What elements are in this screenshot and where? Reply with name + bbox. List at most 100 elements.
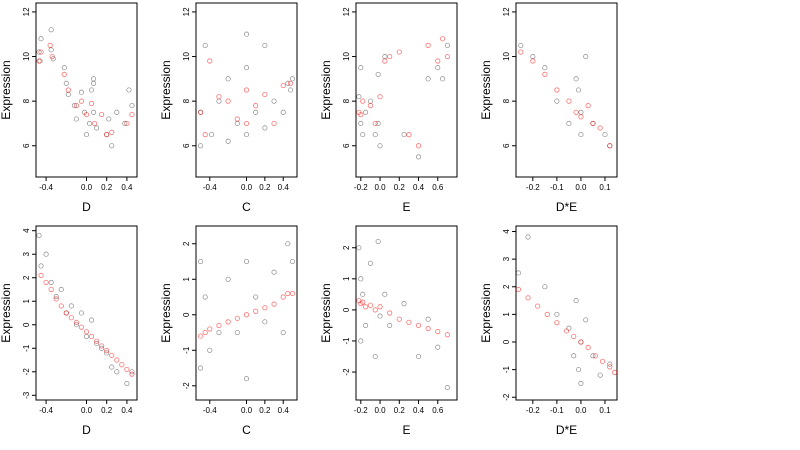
data-point-red [202, 132, 208, 138]
data-point-red [78, 98, 85, 104]
data-point-black [234, 329, 240, 336]
x-tick-label: 0.2 [394, 406, 406, 415]
y-tick-label: 6 [22, 143, 31, 148]
y-tick-label: 8 [22, 98, 31, 103]
data-point-black [360, 132, 366, 138]
points-layer [36, 232, 135, 387]
x-tick-label: 0.6 [432, 406, 444, 415]
data-point-red [207, 326, 213, 332]
x-tick-label: 0.4 [413, 406, 425, 415]
data-point-red [253, 308, 259, 314]
data-point-black [91, 80, 97, 86]
data-point-black [578, 109, 584, 115]
data-point-black [382, 291, 388, 297]
data-point-black [86, 120, 93, 127]
data-point-black [122, 120, 128, 127]
data-point-red [207, 58, 213, 64]
x-axis-label: C [242, 423, 251, 437]
data-point-black [202, 294, 208, 300]
data-point-red [271, 120, 277, 127]
x-tick-label: -0.4 [203, 183, 217, 192]
data-point-red [36, 58, 42, 64]
data-point-black [91, 109, 97, 115]
x-tick-label: 0.0 [575, 406, 587, 415]
data-point-red [253, 103, 259, 109]
data-point-black [583, 53, 589, 60]
y-tick-label: 4 [22, 228, 31, 233]
data-point-black [358, 276, 364, 282]
x-tick-label: -0.2 [354, 183, 368, 192]
data-point-red [94, 338, 100, 344]
data-point-red [367, 302, 374, 308]
data-point-red [53, 296, 59, 302]
data-point-red [289, 290, 296, 297]
data-point-red [38, 49, 44, 55]
data-point-black [372, 353, 378, 360]
data-point-red [119, 362, 125, 368]
panel-bottom-2: -0.4 0.0 0.2 0.4 -2 -1 0 1 2 C Expression [159, 225, 298, 437]
y-tick-label: 0 [342, 307, 351, 312]
data-point-black [566, 120, 572, 127]
data-point-red [216, 322, 222, 329]
data-point-red [530, 58, 536, 64]
data-point-black [114, 369, 120, 375]
data-point-black [375, 238, 381, 245]
y-tick-label: 12 [342, 7, 351, 16]
data-point-black [198, 365, 204, 371]
x-tick-label: 0.4 [278, 406, 290, 415]
data-point-black [129, 369, 135, 375]
y-tick-label: 1 [502, 312, 511, 317]
x-tick-label: 0.2 [394, 183, 406, 192]
data-point-red [129, 111, 135, 118]
data-point-black [58, 286, 64, 293]
data-point-red [590, 120, 596, 127]
data-point-black [573, 298, 579, 304]
data-point-black [382, 53, 388, 60]
data-point-red [99, 343, 105, 349]
plot-frame [515, 225, 618, 401]
data-point-red [49, 53, 55, 60]
y-tick-label: 0 [502, 339, 511, 344]
data-point-red [599, 358, 606, 364]
data-point-red [435, 58, 441, 64]
data-point-black [61, 65, 67, 71]
y-tick-label: 4 [502, 229, 511, 234]
data-point-black [415, 154, 422, 160]
x-tick-label: 0.0 [374, 183, 386, 192]
data-point-red [91, 120, 98, 127]
data-point-red [544, 311, 550, 317]
x-tick-label: 0.2 [101, 406, 113, 415]
y-tick-label: 1 [182, 276, 191, 281]
data-point-black [78, 89, 85, 95]
data-point-black [48, 27, 54, 33]
data-point-black [358, 338, 364, 344]
y-axis-label: Expression [0, 283, 13, 342]
y-tick-label: 12 [502, 7, 511, 16]
data-point-red [585, 344, 591, 351]
data-point-black [262, 319, 268, 325]
data-point-red [435, 329, 441, 335]
x-tick-label: -0.2 [526, 406, 540, 415]
x-tick-label: 0.0 [81, 406, 93, 415]
data-point-black [288, 87, 294, 93]
y-tick-label: 10 [182, 52, 191, 61]
x-tick-label: 0.4 [278, 183, 290, 192]
data-point-red [280, 82, 286, 89]
data-point-red [425, 42, 431, 48]
data-point-red [554, 320, 560, 326]
x-tick-label: 0.1 [599, 406, 611, 415]
x-tick-label: 0.2 [259, 406, 271, 415]
x-tick-label: -0.4 [203, 406, 217, 415]
x-axis-label: E [402, 200, 410, 214]
data-point-red [61, 71, 67, 77]
data-point-red [234, 116, 240, 122]
x-tick-label: -0.2 [354, 406, 368, 415]
data-point-black [198, 258, 204, 265]
data-point-red [262, 91, 268, 98]
data-point-red [99, 111, 105, 118]
y-tick-label: 6 [342, 143, 351, 148]
data-point-black [367, 98, 373, 104]
data-point-red [563, 328, 570, 334]
data-point-red [109, 129, 115, 135]
